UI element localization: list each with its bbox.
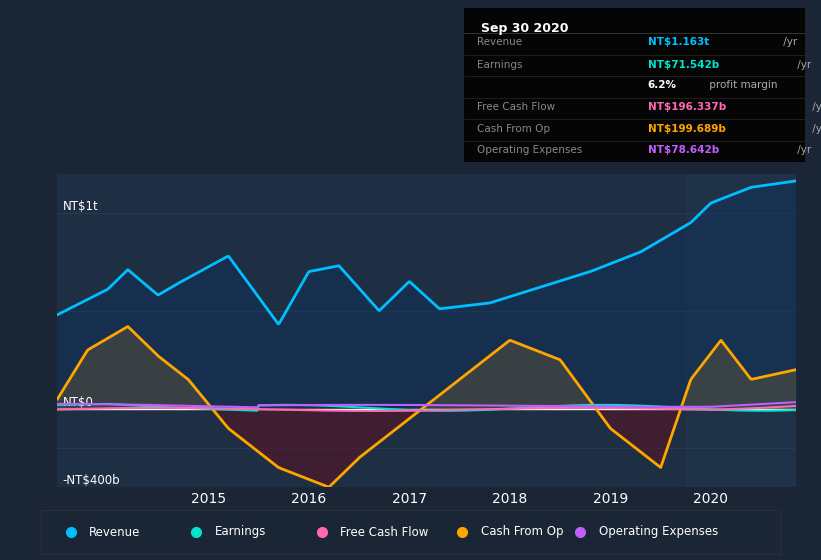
Text: NT$1t: NT$1t <box>62 200 99 213</box>
Bar <box>686 174 796 487</box>
Text: Sep 30 2020: Sep 30 2020 <box>481 22 568 35</box>
Text: 6.2%: 6.2% <box>648 81 677 90</box>
Text: Operating Expenses: Operating Expenses <box>478 145 583 155</box>
Text: Earnings: Earnings <box>215 525 266 539</box>
Text: -NT$400b: -NT$400b <box>62 474 120 487</box>
Text: /yr: /yr <box>809 124 821 133</box>
Text: profit margin: profit margin <box>706 81 778 90</box>
Text: Revenue: Revenue <box>478 38 523 47</box>
Text: Revenue: Revenue <box>89 525 140 539</box>
Text: NT$196.337b: NT$196.337b <box>648 102 726 112</box>
Text: NT$71.542b: NT$71.542b <box>648 60 719 71</box>
Text: /yr: /yr <box>809 102 821 112</box>
Text: /yr: /yr <box>780 38 797 47</box>
Text: Cash From Op: Cash From Op <box>481 525 563 539</box>
Text: Free Cash Flow: Free Cash Flow <box>478 102 556 112</box>
Text: NT$0: NT$0 <box>62 396 94 409</box>
Text: /yr: /yr <box>795 145 812 155</box>
Text: Operating Expenses: Operating Expenses <box>599 525 718 539</box>
Text: Cash From Op: Cash From Op <box>478 124 551 133</box>
Text: Earnings: Earnings <box>478 60 523 71</box>
Text: NT$1.163t: NT$1.163t <box>648 38 709 47</box>
Text: NT$78.642b: NT$78.642b <box>648 145 719 155</box>
Text: /yr: /yr <box>795 60 812 71</box>
Text: NT$199.689b: NT$199.689b <box>648 124 726 133</box>
Text: Free Cash Flow: Free Cash Flow <box>341 525 429 539</box>
